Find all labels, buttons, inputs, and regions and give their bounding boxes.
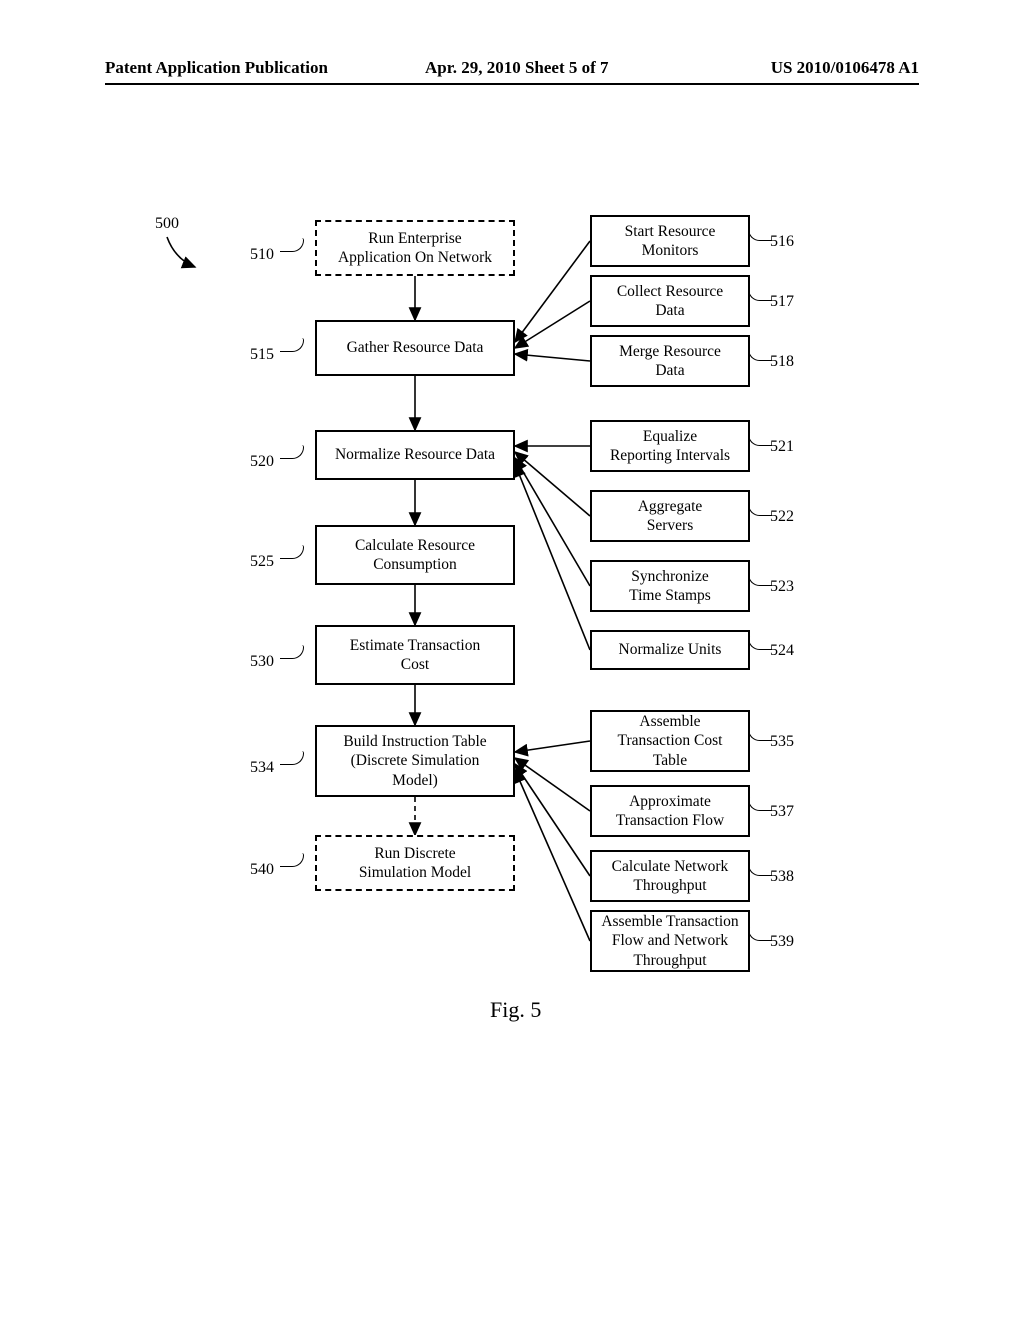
box-line: Data — [655, 301, 684, 320]
ref-curve-537 — [748, 797, 772, 811]
side-box-521: EqualizeReporting Intervals — [590, 420, 750, 472]
ref-517: 517 — [770, 293, 794, 311]
ref-537: 537 — [770, 803, 794, 821]
page-header: Patent Application Publication Apr. 29, … — [0, 58, 1024, 88]
main-box-515: Gather Resource Data — [315, 320, 515, 376]
side-box-539: Assemble TransactionFlow and NetworkThro… — [590, 910, 750, 972]
side-box-538: Calculate NetworkThroughput — [590, 850, 750, 902]
box-line: (Discrete Simulation — [351, 751, 480, 770]
box-line: Application On Network — [338, 248, 492, 267]
box-line: Throughput — [633, 951, 706, 970]
box-line: Data — [655, 361, 684, 380]
box-line: Time Stamps — [629, 586, 711, 605]
box-line: Simulation Model — [359, 863, 471, 882]
box-line: Merge Resource — [619, 342, 721, 361]
box-line: Assemble Transaction — [601, 912, 738, 931]
box-line: Flow and Network — [612, 931, 728, 950]
box-line: Normalize Resource Data — [335, 445, 495, 464]
ref-516: 516 — [770, 233, 794, 251]
box-line: Estimate Transaction — [350, 636, 480, 655]
ref-curve-520 — [280, 445, 304, 459]
main-box-525: Calculate ResourceConsumption — [315, 525, 515, 585]
ref-524: 524 — [770, 642, 794, 660]
box-line: Model) — [392, 771, 438, 790]
box-line: Cost — [401, 655, 429, 674]
ref-curve-525 — [280, 545, 304, 559]
ref-535: 535 — [770, 733, 794, 751]
figure-label: Fig. 5 — [490, 997, 541, 1023]
box-line: Collect Resource — [617, 282, 723, 301]
header-left: Patent Application Publication — [105, 58, 328, 78]
ref-538: 538 — [770, 868, 794, 886]
ref-curve-530 — [280, 645, 304, 659]
ref-curve-518 — [748, 347, 772, 361]
box-line: Consumption — [373, 555, 457, 574]
side-box-523: SynchronizeTime Stamps — [590, 560, 750, 612]
box-line: Equalize — [643, 427, 697, 446]
ref-curve-516 — [748, 227, 772, 241]
side-box-518: Merge ResourceData — [590, 335, 750, 387]
main-box-510: Run EnterpriseApplication On Network — [315, 220, 515, 276]
ref-534: 534 — [250, 759, 274, 777]
main-box-520: Normalize Resource Data — [315, 430, 515, 480]
box-line: Servers — [647, 516, 694, 535]
side-box-535: AssembleTransaction CostTable — [590, 710, 750, 772]
ref-curve-534 — [280, 751, 304, 765]
box-line: Calculate Resource — [355, 536, 475, 555]
box-line: Assemble — [639, 712, 700, 731]
side-box-537: ApproximateTransaction Flow — [590, 785, 750, 837]
ref-curve-540 — [280, 853, 304, 867]
ref-curve-515 — [280, 338, 304, 352]
main-box-540: Run DiscreteSimulation Model — [315, 835, 515, 891]
ref-curve-538 — [748, 862, 772, 876]
box-line: Normalize Units — [619, 640, 722, 659]
side-box-524: Normalize Units — [590, 630, 750, 670]
ref-510: 510 — [250, 246, 274, 264]
box-line: Synchronize — [631, 567, 708, 586]
box-line: Build Instruction Table — [343, 732, 486, 751]
ref-515: 515 — [250, 346, 274, 364]
ref-curve-539 — [748, 927, 772, 941]
flowchart-figure: Fig. 5 Run EnterpriseApplication On Netw… — [0, 215, 1024, 1115]
ref-530: 530 — [250, 653, 274, 671]
ref-curve-517 — [748, 287, 772, 301]
box-line: Calculate Network — [612, 857, 729, 876]
ref-500: 500 — [155, 215, 179, 233]
header-right: US 2010/0106478 A1 — [771, 58, 919, 78]
box-line: Monitors — [642, 241, 699, 260]
header-rule — [105, 83, 919, 85]
ref-525: 525 — [250, 553, 274, 571]
ref-520: 520 — [250, 453, 274, 471]
box-line: Reporting Intervals — [610, 446, 730, 465]
ref-curve-522 — [748, 502, 772, 516]
ref-522: 522 — [770, 508, 794, 526]
ref-curve-510 — [280, 238, 304, 252]
box-line: Aggregate — [638, 497, 703, 516]
box-line: Transaction Cost — [618, 731, 723, 750]
ref-curve-535 — [748, 727, 772, 741]
header-center: Apr. 29, 2010 Sheet 5 of 7 — [425, 58, 609, 78]
box-line: Run Enterprise — [368, 229, 461, 248]
side-box-516: Start ResourceMonitors — [590, 215, 750, 267]
ref-523: 523 — [770, 578, 794, 596]
main-box-534: Build Instruction Table(Discrete Simulat… — [315, 725, 515, 797]
side-box-522: AggregateServers — [590, 490, 750, 542]
ref-521: 521 — [770, 438, 794, 456]
ref-540: 540 — [250, 861, 274, 879]
box-line: Start Resource — [625, 222, 716, 241]
box-line: Transaction Flow — [616, 811, 724, 830]
box-line: Table — [653, 751, 687, 770]
box-line: Gather Resource Data — [347, 338, 484, 357]
ref-curve-524 — [748, 636, 772, 650]
ref-539: 539 — [770, 933, 794, 951]
box-line: Approximate — [629, 792, 711, 811]
ref-518: 518 — [770, 353, 794, 371]
side-box-517: Collect ResourceData — [590, 275, 750, 327]
box-line: Run Discrete — [374, 844, 455, 863]
ref-curve-521 — [748, 432, 772, 446]
box-line: Throughput — [633, 876, 706, 895]
main-box-530: Estimate TransactionCost — [315, 625, 515, 685]
ref-curve-523 — [748, 572, 772, 586]
